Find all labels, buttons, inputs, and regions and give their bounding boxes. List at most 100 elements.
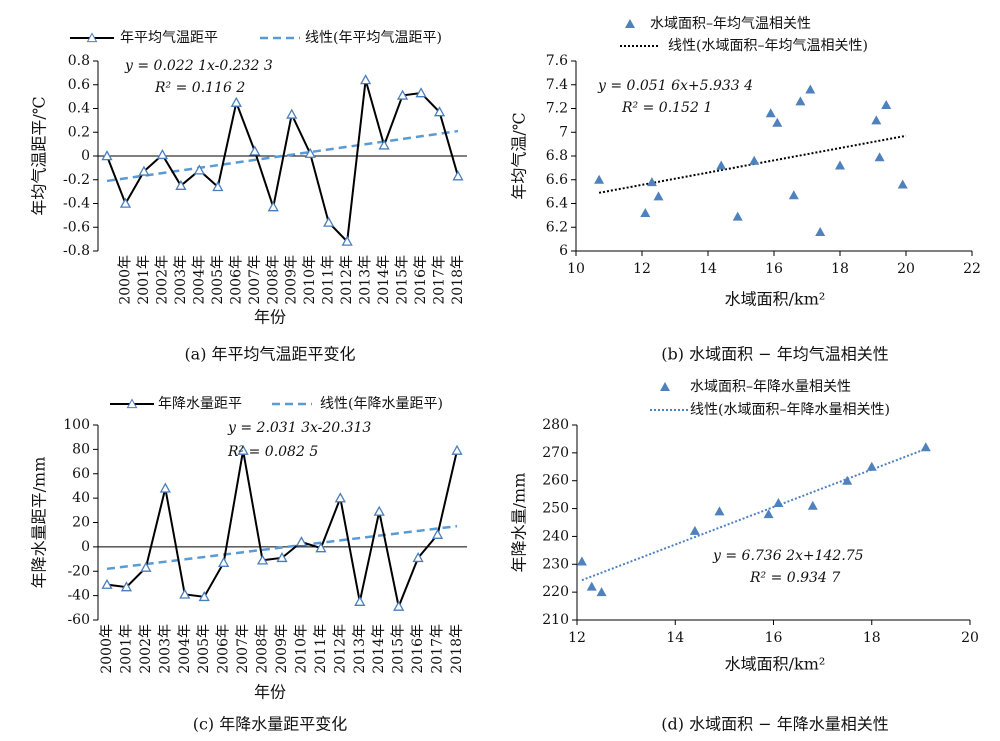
legend-marker [126,398,138,409]
trend-line [106,524,458,571]
y-tick-label: 40 [72,490,90,506]
y-tick-label: 250 [542,501,569,517]
x-tick-label: 2018年 [450,255,466,305]
x-tick-label: 10 [567,261,585,277]
x-tick-label: 2017年 [432,255,448,305]
y-tick-label: 0.8 [68,53,90,69]
point [378,139,390,150]
legend-label: 年平均气温距平 [120,30,218,46]
x-tick-label: 2003年 [157,624,173,674]
point [119,197,132,208]
annotation: R² = 0.082 5 [227,444,318,460]
point [714,506,725,516]
annotation: R² = 0.116 2 [154,80,245,96]
y-tick-label: -60 [67,612,90,628]
x-tick-label: 2014年 [376,255,392,305]
x-tick-label: 16 [765,630,783,646]
x-tick-label: 16 [765,261,783,277]
annotation: y = 6.736 2x+142.75 [712,548,864,564]
x-tick-label: 18 [831,261,849,277]
x-tick-label: 2001年 [118,624,134,674]
y-tick-label: 60 [72,466,90,482]
annotation: y = 2.031 3x-20.313 [227,420,371,436]
legend-label: 线性(水域面积–年均气温相关性) [668,38,868,54]
x-tick-label: 2011年 [313,624,329,674]
point [101,150,113,161]
point [198,591,210,602]
point [156,148,169,160]
y-tick-label: 220 [542,584,569,600]
x-axis-label: 水域面积/km² [725,655,826,674]
caption: (c) 年降水量距平变化 [193,715,348,734]
y-tick-label: 6.4 [546,196,568,212]
point [396,89,409,100]
point [452,170,464,181]
point [451,444,463,455]
y-axis-label: 年均气温距平/℃ [30,96,49,215]
x-tick-label: 2005年 [210,255,226,305]
y-tick-label: 100 [63,417,90,433]
legend-label: 线性(水域面积–年降水量相关性) [690,402,890,418]
point [120,581,133,592]
y-tick-label: 0 [81,539,90,555]
y-tick-label: -0.6 [63,219,90,235]
x-axis-label: 年份 [254,308,286,327]
x-tick-label: 2014年 [371,624,387,674]
y-tick-label: 260 [542,473,569,489]
y-tick-label: 280 [542,417,569,433]
y-tick-label: -0.4 [63,196,90,212]
point [732,211,743,221]
y-tick-label: 7.6 [546,53,568,69]
point [874,152,885,162]
x-tick-label: 2000年 [117,255,133,305]
point [256,554,269,565]
annotation: y = 0.022 1x-0.232 3 [124,58,273,74]
point [218,556,230,567]
point [716,160,727,170]
legend-marker [625,19,635,28]
point [323,216,335,227]
x-tick-label: 2009年 [284,255,300,305]
point [159,482,171,493]
point [594,174,605,184]
point [276,552,288,563]
x-tick-label: 2012年 [332,624,348,674]
annotation: y = 0.051 6x+5.933 4 [597,78,753,94]
y-tick-label: 7 [559,124,568,140]
caption: (b) 水域面积 − 年均气温相关性 [661,345,888,364]
y-tick-label: -40 [67,588,90,604]
x-tick-label: 2008年 [265,255,281,305]
point [433,106,446,117]
y-tick-label: 240 [542,528,569,544]
point [193,164,205,175]
caption: (a) 年平均气温距平变化 [184,345,355,364]
x-axis-label: 年份 [254,683,286,702]
point [640,208,651,217]
x-tick-label: 22 [963,261,981,277]
x-tick-label: 2013年 [352,624,368,674]
y-axis-label: 年降水量/mm [510,473,529,573]
legend-label: 水域面积–年降水量相关性 [690,379,851,395]
point [881,99,892,109]
point [763,509,774,519]
point [773,498,784,507]
point [354,595,366,606]
x-tick-label: 2015年 [395,255,411,305]
x-axis-label: 水域面积/km² [725,290,826,309]
y-tick-label: 210 [542,612,569,628]
point [586,581,597,591]
point [138,165,150,176]
point [249,145,261,156]
y-tick-label: 6 [559,243,568,259]
legend-marker [660,382,670,391]
point [304,147,316,158]
x-tick-label: 2000年 [99,624,115,674]
point [897,179,908,189]
point [415,87,427,98]
point [795,96,806,106]
point [315,542,327,553]
legend-label: 线性(年降水量距平) [320,396,443,412]
x-tick-label: 2018年 [449,624,465,674]
point [295,536,308,547]
x-tick-label: 18 [863,630,881,646]
